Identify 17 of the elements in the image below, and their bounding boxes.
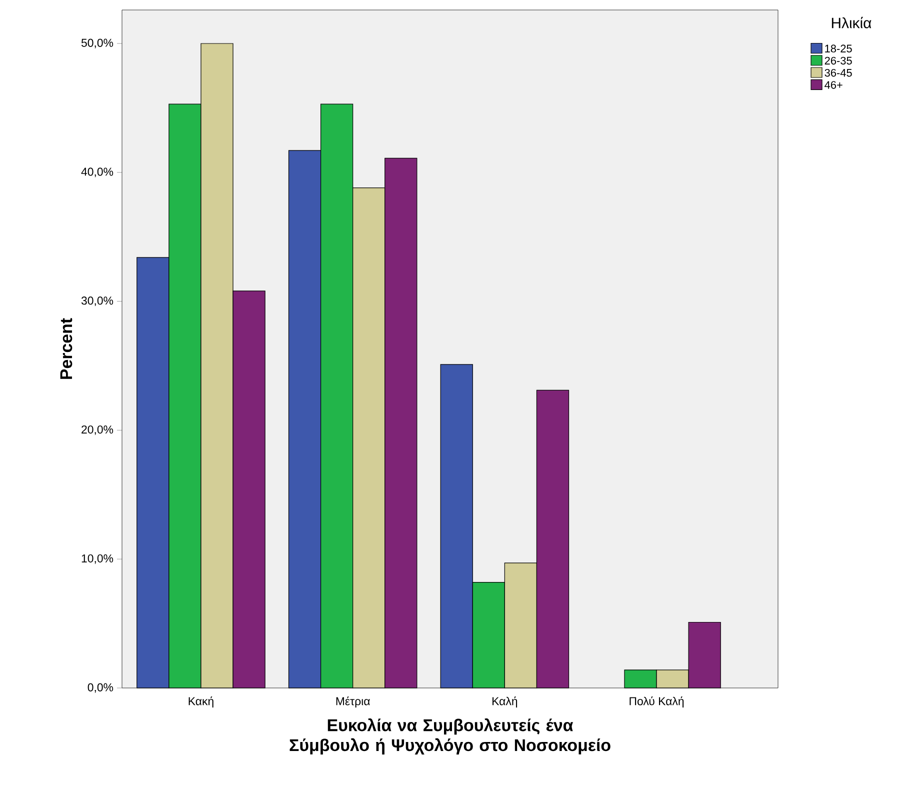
y-tick-label: 0,0% [88, 683, 114, 693]
x-tick-label: Κακή [188, 696, 214, 708]
legend-label: 18-25 [825, 44, 852, 52]
legend-label: 46+ [824, 81, 842, 89]
y-axis-title: Percent [60, 318, 72, 379]
y-tick-label: 40,0% [81, 168, 114, 178]
y-tick-label: 10,0% [82, 554, 114, 564]
x-axis-title: Ευκολία να Συμβουλευτείς ένα Σύμβουλο ή Ψυχολόγο στο Νοσοκομείο [290, 718, 610, 755]
legend-title: Ηλικία [832, 16, 872, 28]
x-tick-label: Μέτρια [336, 696, 370, 708]
y-tick-label: 50,0% [81, 38, 114, 48]
x-tick-label: Πολύ Καλή [630, 696, 684, 708]
y-tick-label: 20,0% [82, 425, 114, 435]
legend-label: 26-35 [824, 56, 852, 65]
y-tick-label: 30,0% [81, 296, 114, 306]
x-tick-label: Καλή [492, 696, 518, 708]
legend-label: 36-45 [824, 68, 852, 77]
